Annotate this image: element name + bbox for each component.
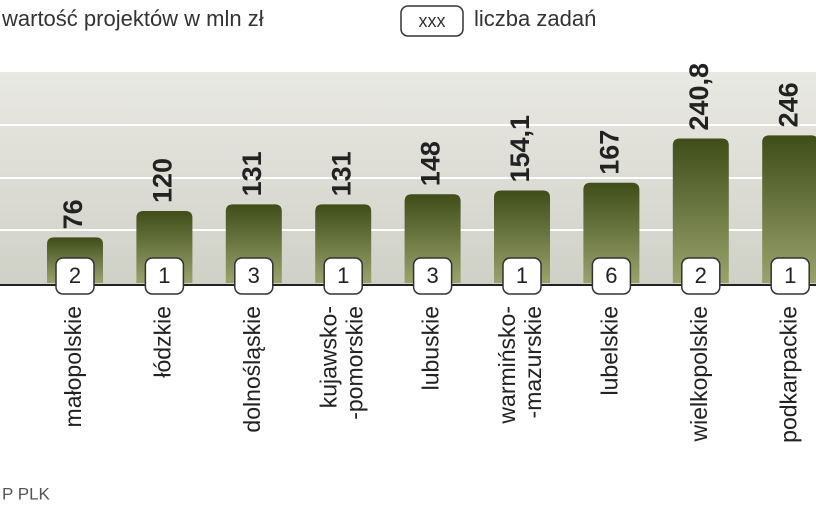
count-label: 1 xyxy=(158,263,170,288)
plot: 762małopolskie1201łódzkie1313dolnośląski… xyxy=(47,63,816,443)
bar xyxy=(762,135,816,283)
category-label: -mazurskie xyxy=(520,306,546,418)
value-label: 76 xyxy=(58,199,88,229)
category-label: -pomorskie xyxy=(341,306,367,420)
count-badge xyxy=(234,257,274,295)
category-label: kujawsko- xyxy=(315,306,341,408)
category-label: podkarpackie xyxy=(775,306,801,443)
count-badge xyxy=(502,257,542,295)
count-badge xyxy=(323,257,363,295)
value-label: 131 xyxy=(326,151,356,196)
count-badge xyxy=(412,257,453,295)
value-label: 246 xyxy=(773,82,803,127)
count-label: 2 xyxy=(695,263,707,288)
value-label: 120 xyxy=(148,158,178,203)
count-label: 1 xyxy=(784,263,796,288)
value-label: 148 xyxy=(416,141,446,186)
source: P PLK xyxy=(2,484,51,503)
legend-label: liczba zadań xyxy=(474,6,596,31)
count-label: 1 xyxy=(337,263,349,288)
count-badge xyxy=(591,257,632,295)
count-label: 2 xyxy=(69,263,81,288)
category-label: lubelskie xyxy=(596,306,622,396)
count-label: 1 xyxy=(516,263,528,288)
count-label: 6 xyxy=(605,263,617,288)
legend-label: wartość projektów w mln zł xyxy=(1,6,264,31)
count-label: 3 xyxy=(426,263,438,288)
value-label: 154,1 xyxy=(505,115,535,183)
value-label: 131 xyxy=(237,151,267,196)
count-badge xyxy=(55,257,95,295)
category-label: dolnośląskie xyxy=(239,306,265,433)
count-badge xyxy=(770,257,810,295)
bar xyxy=(672,138,729,283)
legend-badge xyxy=(400,5,464,37)
count-label: 3 xyxy=(248,263,260,288)
category-label: łódzkie xyxy=(149,306,175,378)
value-label: 167 xyxy=(595,130,625,175)
count-badge xyxy=(681,257,721,295)
category-label: lubuskie xyxy=(418,306,444,390)
category-label: warmińsko- xyxy=(494,306,520,425)
legend-badge-text: xxx xyxy=(419,11,446,31)
value-label: 240,8 xyxy=(684,63,714,131)
category-label: wielkopolskie xyxy=(686,306,712,443)
category-label: małopolskie xyxy=(60,306,86,427)
count-badge xyxy=(144,257,185,295)
